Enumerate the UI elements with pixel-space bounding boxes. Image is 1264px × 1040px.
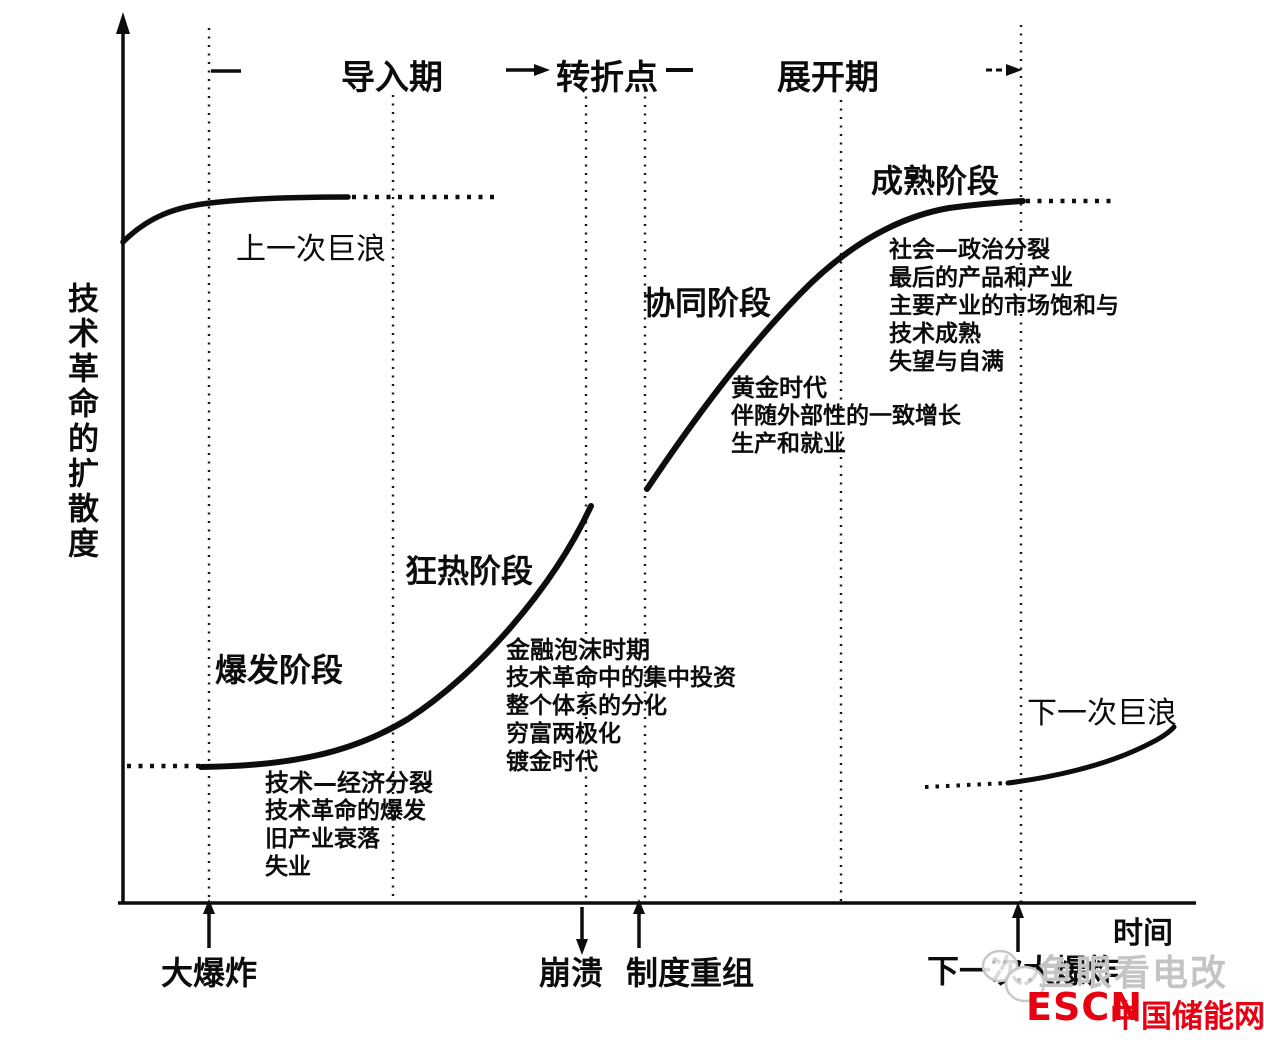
next-surge-curve-dotted: [924, 781, 1009, 789]
event-institutional-recomposition: 制度重组: [626, 954, 755, 992]
y-axis-arrow-icon: [116, 12, 130, 34]
phase-synergy-title: 协同阶段: [643, 284, 772, 322]
detail-line: 镀金时代: [506, 749, 598, 775]
detail-line: 主要产业的市场饱和与: [889, 293, 1119, 319]
detail-line: 穷富两极化: [506, 721, 621, 747]
detail-line: 社会—政治分裂: [889, 237, 1050, 263]
detail-line: 生产和就业: [731, 431, 846, 457]
detail-line: 失望与自满: [889, 349, 1004, 375]
detail-line: 伴随外部性的一致增长: [731, 403, 961, 429]
detail-line: 失业: [265, 854, 311, 880]
x-axis-label: 时间: [1113, 916, 1173, 951]
detail-line: 金融泡沫时期: [506, 636, 650, 664]
period-turning-point: 转折点: [556, 58, 658, 98]
synergy-details: 黄金时代 伴随外部性的一致增长 生产和就业: [731, 374, 961, 458]
crash-arrow-icon: [576, 939, 588, 955]
big-bang-arrow-icon: [203, 899, 215, 914]
event-crash: 崩溃: [539, 954, 604, 992]
deployment-arrow-icon: [1006, 64, 1022, 76]
next-surge-curve: [1005, 724, 1177, 786]
recomposition-arrow-icon: [633, 899, 645, 914]
watermark-name: 鱼眼看电改: [1038, 953, 1229, 994]
detail-line: 黄金时代: [731, 374, 827, 402]
detail-line: 技术革命中的集中投资: [506, 665, 736, 691]
detail-line: 技术—经济分裂: [265, 769, 433, 797]
previous-surge-curve: [120, 194, 351, 245]
frenzy-details: 金融泡沫时期 技术革命中的集中投资 整个体系的分化 穷富两极化 镀金时代: [506, 636, 736, 776]
watermark-brand-suffix: 中国储能网: [1110, 999, 1264, 1035]
phase-maturity-title: 成熟阶段: [871, 162, 1000, 200]
main-curve-installation: [198, 503, 594, 770]
phase-irruption-title: 爆发阶段: [215, 651, 344, 689]
maturity-details: 社会—政治分裂 最后的产品和产业 主要产业的市场饱和与 技术成熟 失望与自满: [889, 236, 1119, 376]
dotted-guides: [207, 25, 1023, 902]
detail-line: 整个体系的分化: [506, 693, 667, 719]
irruption-details: 技术—经济分裂 技术革命的爆发 旧产业衰落 失业: [265, 769, 433, 881]
detail-line: 技术成熟: [889, 321, 981, 347]
event-big-bang: 大爆炸: [161, 954, 258, 992]
next-big-bang-arrow-icon: [1012, 902, 1024, 918]
turning-point-arrow-icon: [534, 64, 550, 76]
period-deployment: 展开期: [777, 58, 879, 98]
next-surge-label: 下一次巨浪: [1027, 696, 1177, 731]
detail-line: 最后的产品和产业: [889, 265, 1073, 291]
previous-surge-label: 上一次巨浪: [236, 232, 386, 267]
main-curve-deployment: [644, 198, 1026, 492]
watermark-brand: ESCN: [1026, 985, 1144, 1029]
period-installation: 导入期: [341, 58, 443, 98]
phase-frenzy-title: 狂热阶段: [405, 552, 534, 590]
y-axis-label: 技术革命的扩散度: [62, 282, 98, 562]
detail-line: 技术革命的爆发: [265, 798, 426, 824]
detail-line: 旧产业衰落: [265, 826, 380, 852]
